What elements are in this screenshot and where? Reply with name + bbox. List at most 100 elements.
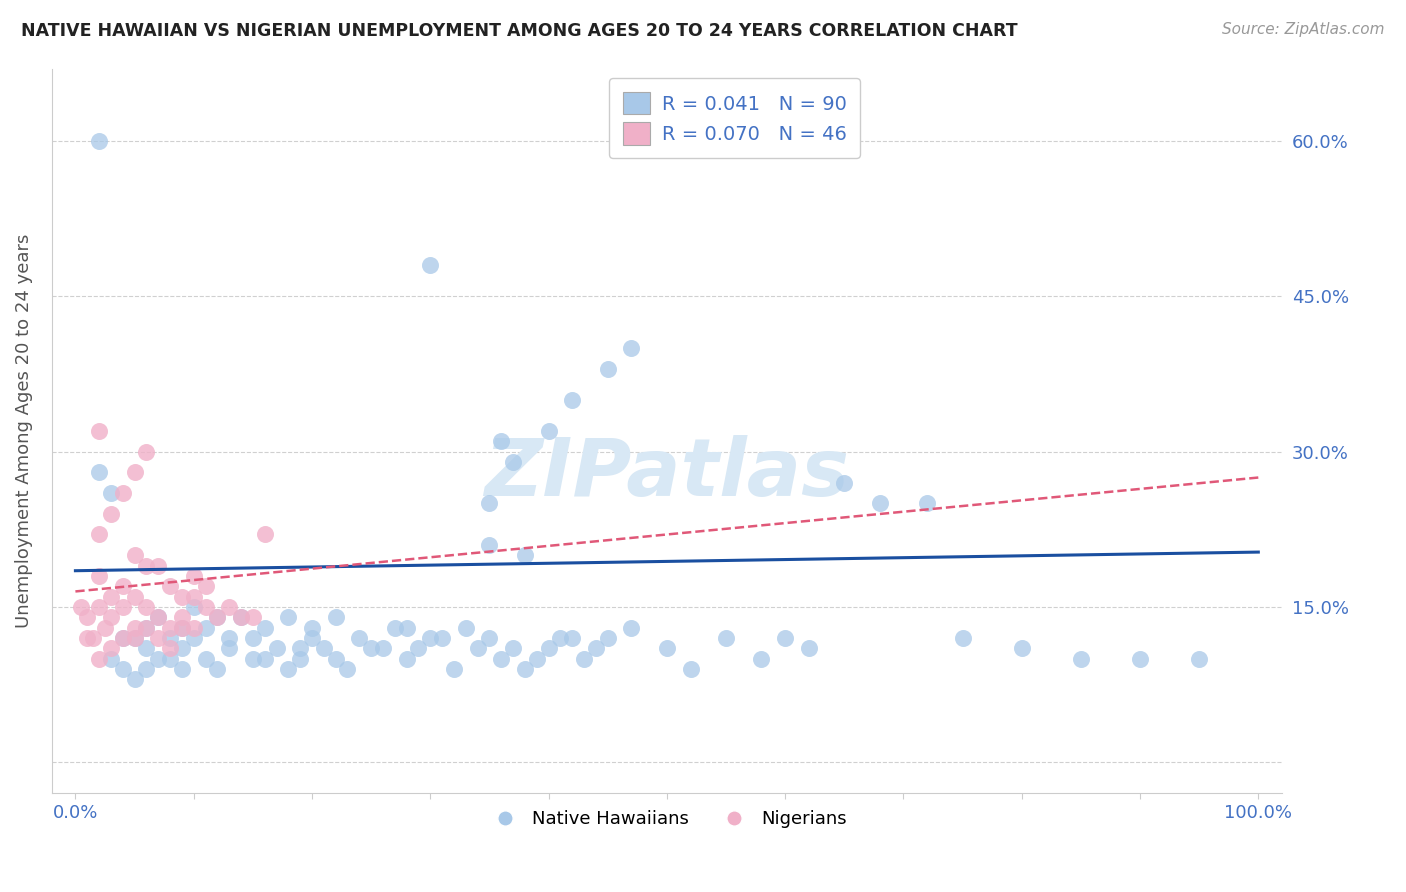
Point bbox=[596, 631, 619, 645]
Point bbox=[1011, 641, 1033, 656]
Point bbox=[491, 434, 513, 449]
Point bbox=[148, 558, 170, 573]
Point bbox=[537, 424, 560, 438]
Point bbox=[218, 641, 240, 656]
Point bbox=[159, 641, 181, 656]
Point bbox=[537, 641, 560, 656]
Point bbox=[124, 590, 146, 604]
Point bbox=[87, 134, 110, 148]
Point bbox=[159, 651, 181, 665]
Point bbox=[620, 341, 643, 355]
Point bbox=[491, 651, 513, 665]
Point bbox=[194, 579, 217, 593]
Point bbox=[100, 651, 122, 665]
Point bbox=[349, 631, 371, 645]
Point bbox=[242, 631, 264, 645]
Point bbox=[655, 641, 678, 656]
Point bbox=[561, 631, 583, 645]
Point bbox=[325, 651, 347, 665]
Point bbox=[502, 641, 524, 656]
Point bbox=[194, 651, 217, 665]
Point bbox=[277, 662, 299, 676]
Point bbox=[124, 621, 146, 635]
Point bbox=[253, 527, 276, 541]
Point bbox=[170, 662, 193, 676]
Point bbox=[87, 424, 110, 438]
Point bbox=[100, 590, 122, 604]
Point bbox=[714, 631, 737, 645]
Point bbox=[277, 610, 299, 624]
Point bbox=[679, 662, 702, 676]
Point bbox=[87, 466, 110, 480]
Point bbox=[111, 486, 134, 500]
Point bbox=[751, 651, 773, 665]
Point bbox=[253, 621, 276, 635]
Point bbox=[100, 486, 122, 500]
Point bbox=[1070, 651, 1092, 665]
Point bbox=[194, 599, 217, 614]
Point bbox=[76, 610, 98, 624]
Point bbox=[87, 651, 110, 665]
Point bbox=[135, 641, 157, 656]
Point bbox=[869, 496, 891, 510]
Point bbox=[288, 641, 311, 656]
Point bbox=[312, 641, 335, 656]
Point bbox=[148, 610, 170, 624]
Point bbox=[207, 662, 229, 676]
Point bbox=[395, 621, 418, 635]
Point bbox=[526, 651, 548, 665]
Point bbox=[773, 631, 796, 645]
Point bbox=[419, 631, 441, 645]
Point bbox=[301, 621, 323, 635]
Point bbox=[100, 507, 122, 521]
Point bbox=[915, 496, 938, 510]
Point bbox=[148, 631, 170, 645]
Point bbox=[797, 641, 820, 656]
Point bbox=[336, 662, 359, 676]
Point bbox=[111, 662, 134, 676]
Point bbox=[70, 599, 93, 614]
Point bbox=[170, 610, 193, 624]
Point bbox=[170, 621, 193, 635]
Point bbox=[148, 651, 170, 665]
Point bbox=[135, 558, 157, 573]
Point bbox=[183, 621, 205, 635]
Point bbox=[218, 631, 240, 645]
Point bbox=[170, 590, 193, 604]
Point bbox=[183, 599, 205, 614]
Point bbox=[360, 641, 382, 656]
Point bbox=[159, 631, 181, 645]
Point bbox=[135, 599, 157, 614]
Point bbox=[253, 651, 276, 665]
Point bbox=[100, 641, 122, 656]
Point bbox=[194, 621, 217, 635]
Point bbox=[242, 610, 264, 624]
Point bbox=[111, 631, 134, 645]
Point bbox=[229, 610, 252, 624]
Point bbox=[170, 621, 193, 635]
Point bbox=[502, 455, 524, 469]
Point bbox=[1129, 651, 1152, 665]
Point bbox=[288, 651, 311, 665]
Point bbox=[218, 599, 240, 614]
Point bbox=[82, 631, 104, 645]
Point bbox=[371, 641, 394, 656]
Point bbox=[100, 610, 122, 624]
Point bbox=[572, 651, 595, 665]
Point bbox=[561, 392, 583, 407]
Point bbox=[408, 641, 430, 656]
Point bbox=[430, 631, 453, 645]
Point bbox=[952, 631, 974, 645]
Point bbox=[454, 621, 477, 635]
Point bbox=[207, 610, 229, 624]
Point bbox=[135, 621, 157, 635]
Point bbox=[513, 548, 536, 562]
Point bbox=[124, 631, 146, 645]
Point bbox=[242, 651, 264, 665]
Point bbox=[94, 621, 117, 635]
Point bbox=[111, 631, 134, 645]
Point bbox=[87, 599, 110, 614]
Text: NATIVE HAWAIIAN VS NIGERIAN UNEMPLOYMENT AMONG AGES 20 TO 24 YEARS CORRELATION C: NATIVE HAWAIIAN VS NIGERIAN UNEMPLOYMENT… bbox=[21, 22, 1018, 40]
Point bbox=[301, 631, 323, 645]
Point bbox=[207, 610, 229, 624]
